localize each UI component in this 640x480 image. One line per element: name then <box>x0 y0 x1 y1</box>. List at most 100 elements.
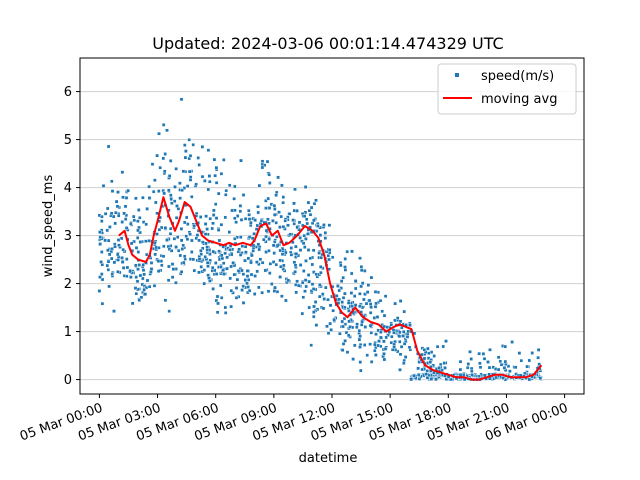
scatter-point <box>196 156 201 160</box>
scatter-point <box>184 234 189 239</box>
scatter-point <box>200 145 205 149</box>
scatter-point <box>214 216 219 220</box>
scatter-point <box>312 304 316 309</box>
scatter-point <box>126 188 130 193</box>
scatter-point <box>139 295 144 300</box>
scatter-point <box>153 178 157 183</box>
scatter-point <box>327 223 332 228</box>
scatter-point <box>321 306 326 311</box>
scatter-point <box>133 286 138 290</box>
scatter-point <box>402 361 406 366</box>
scatter-point <box>379 330 383 334</box>
scatter-point <box>298 263 303 267</box>
scatter-point <box>203 232 208 237</box>
scatter-point <box>264 239 268 244</box>
scatter-point <box>107 252 112 257</box>
scatter-point <box>353 279 358 283</box>
scatter-point <box>135 236 140 240</box>
scatter-point <box>128 269 132 274</box>
scatter-point <box>147 184 151 189</box>
scatter-point <box>352 294 357 298</box>
scatter-point <box>273 207 277 211</box>
scatter-point <box>103 211 108 216</box>
scatter-point <box>273 239 277 244</box>
scatter-point <box>383 294 388 299</box>
scatter-point <box>135 279 140 284</box>
scatter-point <box>134 196 138 201</box>
scatter-point <box>152 240 157 245</box>
scatter-point <box>134 291 139 296</box>
scatter-point <box>124 226 129 230</box>
scatter-point <box>232 184 237 189</box>
scatter-point <box>306 231 310 236</box>
scatter-point <box>131 214 136 219</box>
scatter-point <box>168 159 173 163</box>
scatter-point <box>197 238 201 243</box>
scatter-point <box>496 367 501 372</box>
scatter-point <box>137 263 142 267</box>
legend-box <box>437 63 577 115</box>
scatter-point <box>159 225 164 230</box>
scatter-point <box>202 268 207 272</box>
scatter-point <box>392 345 396 349</box>
scatter-point <box>174 245 178 249</box>
scatter-point <box>110 272 114 277</box>
scatter-point <box>97 230 102 234</box>
scatter-point <box>301 295 306 300</box>
scatter-point <box>350 249 354 254</box>
scatter-point <box>508 369 512 374</box>
scatter-point <box>359 368 363 373</box>
scatter-point <box>243 216 248 221</box>
scatter-point <box>304 259 308 263</box>
scatter-point <box>172 199 177 204</box>
scatter-point <box>179 270 184 274</box>
legend: speed(m/s) moving avg <box>437 63 577 115</box>
scatter-point <box>377 339 381 343</box>
scatter-point <box>106 268 111 272</box>
scatter-point <box>278 248 283 253</box>
scatter-point <box>266 196 271 201</box>
scatter-point <box>398 299 403 303</box>
scatter-point <box>312 310 316 314</box>
scatter-point <box>341 275 346 280</box>
scatter-point <box>231 261 235 265</box>
scatter-point <box>197 163 202 167</box>
scatter-point <box>358 292 362 296</box>
scatter-point <box>351 357 355 361</box>
scatter-point <box>503 359 508 364</box>
scatter-point <box>206 264 210 269</box>
scatter-point <box>429 377 434 381</box>
scatter-point <box>294 290 299 295</box>
scatter-point <box>264 234 268 239</box>
scatter-point <box>112 260 117 265</box>
scatter-point <box>240 268 244 273</box>
scatter-point <box>100 214 104 219</box>
scatter-point <box>215 310 220 315</box>
scatter-point <box>136 219 140 224</box>
scatter-point <box>402 309 407 314</box>
scatter-point <box>428 360 433 364</box>
scatter-point <box>307 208 312 213</box>
scatter-point <box>397 334 402 339</box>
scatter-point <box>274 220 279 225</box>
scatter-point <box>502 366 507 370</box>
scatter-point <box>201 240 205 245</box>
scatter-point <box>345 249 350 254</box>
scatter-point <box>199 248 203 253</box>
scatter-point <box>182 220 187 225</box>
scatter-point <box>357 328 362 333</box>
scatter-point <box>213 202 218 207</box>
scatter-point <box>205 227 209 231</box>
scatter-point <box>180 188 184 193</box>
scatter-point <box>398 352 403 357</box>
scatter-point <box>99 260 103 264</box>
scatter-point <box>97 289 102 293</box>
scatter-point <box>292 201 296 206</box>
scatter-point <box>181 169 186 174</box>
scatter-point <box>234 220 238 225</box>
scatter-point <box>405 335 410 339</box>
scatter-point <box>368 302 373 306</box>
scatter-point <box>355 322 359 327</box>
scatter-point <box>268 262 273 266</box>
scatter-point <box>115 252 120 257</box>
